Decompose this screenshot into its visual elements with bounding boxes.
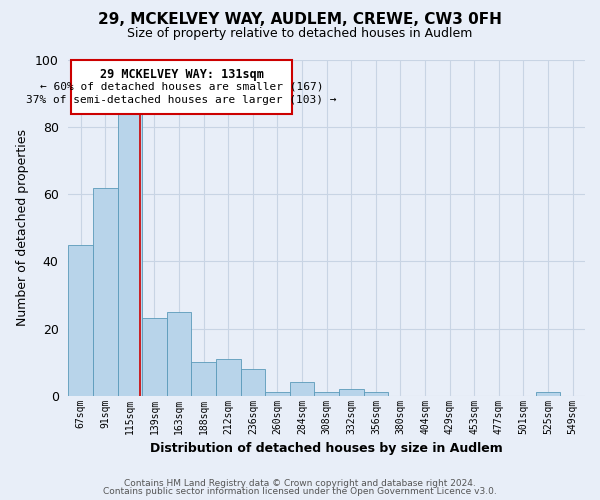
Text: Size of property relative to detached houses in Audlem: Size of property relative to detached ho… xyxy=(127,28,473,40)
Bar xyxy=(191,362,216,396)
Text: 37% of semi-detached houses are larger (103) →: 37% of semi-detached houses are larger (… xyxy=(26,95,337,105)
Bar xyxy=(290,382,314,396)
FancyBboxPatch shape xyxy=(71,60,292,114)
Bar xyxy=(216,358,241,396)
Bar xyxy=(241,369,265,396)
Text: ← 60% of detached houses are smaller (167): ← 60% of detached houses are smaller (16… xyxy=(40,82,323,92)
Text: 29 MCKELVEY WAY: 131sqm: 29 MCKELVEY WAY: 131sqm xyxy=(100,68,263,82)
Bar xyxy=(364,392,388,396)
Bar xyxy=(314,392,339,396)
Bar xyxy=(68,244,93,396)
Text: Contains public sector information licensed under the Open Government Licence v3: Contains public sector information licen… xyxy=(103,487,497,496)
Bar xyxy=(142,318,167,396)
Bar xyxy=(536,392,560,396)
Bar xyxy=(167,312,191,396)
Bar xyxy=(265,392,290,396)
Bar xyxy=(118,114,142,396)
X-axis label: Distribution of detached houses by size in Audlem: Distribution of detached houses by size … xyxy=(151,442,503,455)
Y-axis label: Number of detached properties: Number of detached properties xyxy=(16,130,29,326)
Bar xyxy=(93,188,118,396)
Text: Contains HM Land Registry data © Crown copyright and database right 2024.: Contains HM Land Registry data © Crown c… xyxy=(124,478,476,488)
Bar xyxy=(339,389,364,396)
Text: 29, MCKELVEY WAY, AUDLEM, CREWE, CW3 0FH: 29, MCKELVEY WAY, AUDLEM, CREWE, CW3 0FH xyxy=(98,12,502,28)
